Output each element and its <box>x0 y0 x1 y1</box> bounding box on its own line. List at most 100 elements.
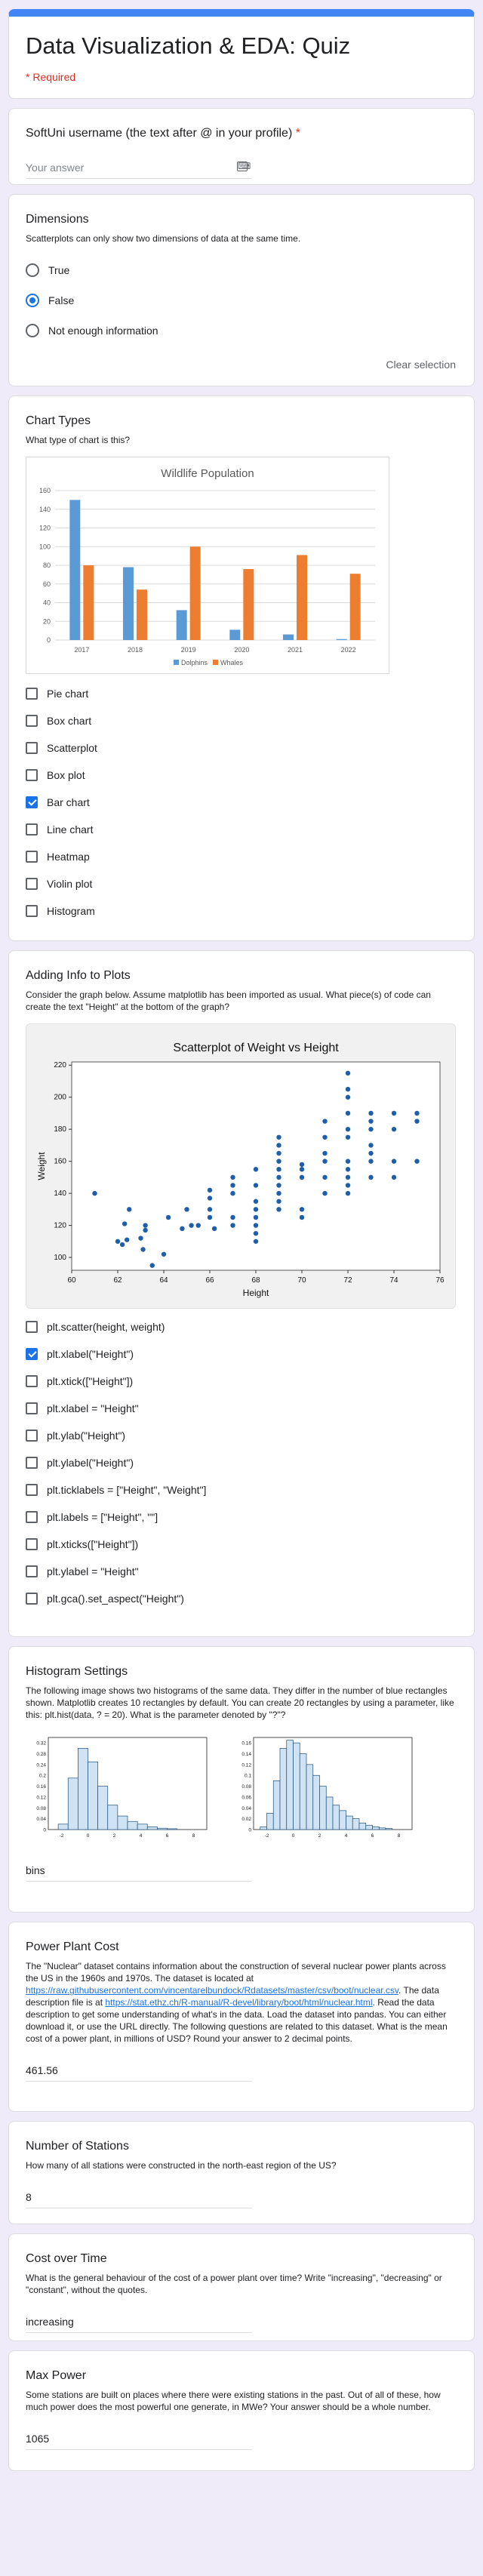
data-point <box>299 1214 305 1220</box>
question-number-of-stations: Number of Stations How many of all stati… <box>8 2121 475 2224</box>
checkbox-option[interactable]: plt.scatter(height, weight) <box>26 1313 457 1340</box>
checkbox-option[interactable]: Box plot <box>26 762 457 789</box>
data-point <box>180 1226 185 1231</box>
y-tick-label: 0.2 <box>39 1774 46 1779</box>
option-label: Histogram <box>47 905 95 917</box>
checkbox[interactable] <box>26 1565 38 1577</box>
radio-button[interactable] <box>26 263 39 277</box>
checkbox-option[interactable]: plt.labels = ["Height", ""] <box>26 1503 457 1531</box>
checkbox[interactable] <box>26 1375 38 1387</box>
keyboard-icon[interactable]: ⌨ <box>237 161 251 171</box>
checkbox[interactable] <box>26 823 38 836</box>
radio-option[interactable]: False <box>26 285 457 315</box>
x-tick-label: 4 <box>140 1833 143 1839</box>
checkbox-option[interactable]: Violin plot <box>26 870 457 897</box>
checkbox-option[interactable]: plt.xlabel = "Height" <box>26 1395 457 1422</box>
data-point <box>92 1190 97 1196</box>
radio-button[interactable] <box>26 324 39 337</box>
checkbox-checked[interactable] <box>26 796 38 808</box>
y-tick-label: 180 <box>54 1125 66 1134</box>
question-title: Max Power <box>26 2369 87 2382</box>
question-title: Power Plant Cost <box>26 1940 119 1953</box>
answer-input[interactable]: 1065 <box>26 2427 252 2450</box>
histogram-bar <box>372 1827 380 1830</box>
clear-selection-button[interactable]: Clear selection <box>386 359 456 371</box>
checkbox[interactable] <box>26 1321 38 1333</box>
checkbox[interactable] <box>26 1511 38 1523</box>
checkbox[interactable] <box>26 1593 38 1605</box>
x-tick-label: -2 <box>265 1833 269 1839</box>
checkbox-option[interactable]: Box chart <box>26 707 457 734</box>
histogram-bar <box>299 1753 307 1830</box>
data-point <box>211 1226 217 1231</box>
histogram-bar <box>88 1761 98 1830</box>
data-point <box>230 1174 235 1180</box>
question-description: What type of chart is this? <box>26 435 131 445</box>
dataset-link[interactable]: https://raw.githubusercontent.com/vincen… <box>26 1985 399 1996</box>
radio-option[interactable]: Not enough information <box>26 315 457 346</box>
option-label: True <box>48 264 70 276</box>
y-tick-label: 140 <box>54 1190 66 1198</box>
data-point <box>253 1207 259 1212</box>
radio-selected[interactable] <box>26 294 39 307</box>
checkbox-checked[interactable] <box>26 1348 38 1360</box>
checkbox-option[interactable]: Histogram <box>26 897 457 925</box>
data-point <box>165 1214 171 1220</box>
checkbox[interactable] <box>26 769 38 781</box>
username-input[interactable]: Your answer ⌨ <box>26 155 252 179</box>
checkbox-option[interactable]: plt.xtick(["Height"]) <box>26 1368 457 1395</box>
radio-option[interactable]: True <box>26 255 457 285</box>
checkbox-option[interactable]: Heatmap <box>26 843 457 870</box>
answer-input[interactable]: 461.56 <box>26 2058 252 2082</box>
data-point <box>368 1119 374 1124</box>
data-point <box>143 1223 148 1228</box>
answer-input[interactable]: bins <box>26 1858 252 1882</box>
checkbox-option[interactable]: Scatterplot <box>26 734 457 762</box>
checkbox[interactable] <box>26 878 38 890</box>
x-tick-label: 2022 <box>341 646 356 654</box>
checkbox[interactable] <box>26 742 38 754</box>
checkbox-option[interactable]: plt.xlabel("Height") <box>26 1340 457 1368</box>
data-point <box>253 1199 259 1204</box>
checkbox-option[interactable]: Line chart <box>26 816 457 843</box>
checkbox-option[interactable]: Bar chart <box>26 789 457 816</box>
checkbox[interactable] <box>26 1402 38 1414</box>
answer-input[interactable]: increasing <box>26 2310 252 2333</box>
histogram-bar <box>146 1827 158 1830</box>
question-title: Dimensions <box>26 213 89 226</box>
description-text: . The data description file is at <box>26 1985 439 2008</box>
checkbox[interactable] <box>26 851 38 863</box>
checkbox-option[interactable]: plt.xticks(["Height"]) <box>26 1531 457 1558</box>
y-tick-label: 140 <box>39 506 51 513</box>
checkbox-option[interactable]: plt.ylabel = "Height" <box>26 1558 457 1585</box>
description-link[interactable]: https://stat.ethz.ch/R-manual/R-devel/li… <box>105 1997 373 2008</box>
question-description: The "Nuclear" dataset contains informati… <box>26 1960 457 2045</box>
checkbox-option[interactable]: plt.ylabel("Height") <box>26 1449 457 1476</box>
question-description: What is the general behaviour of the cos… <box>26 2273 442 2295</box>
checkbox-option[interactable]: plt.ylab("Height") <box>26 1422 457 1449</box>
bar-dolphins <box>283 634 294 640</box>
checkbox-option[interactable]: Pie chart <box>26 680 457 707</box>
x-tick-label: 6 <box>166 1833 169 1839</box>
checkbox[interactable] <box>26 715 38 727</box>
checkbox-option[interactable]: plt.gca().set_aspect("Height") <box>26 1585 457 1612</box>
data-point <box>276 1150 281 1156</box>
histogram-bar <box>272 1780 281 1830</box>
data-point <box>230 1223 235 1228</box>
checkbox[interactable] <box>26 1484 38 1496</box>
histogram-bar <box>339 1810 346 1830</box>
checkbox[interactable] <box>26 905 38 917</box>
wildlife-bar-chart: Wildlife Population 0 20 40 60 80 100 120 140 160… <box>39 467 375 666</box>
histogram-bar <box>378 1827 386 1830</box>
answer-input[interactable]: 8 <box>26 2185 252 2208</box>
option-label: Heatmap <box>47 851 90 863</box>
y-tick-label: 0.06 <box>242 1795 251 1800</box>
checkbox[interactable] <box>26 1430 38 1442</box>
question-adding-info: Adding Info to Plots Consider the graph … <box>8 950 475 1637</box>
data-point <box>230 1190 235 1196</box>
checkbox-option[interactable]: plt.ticklabels = ["Height", "Weight"] <box>26 1476 457 1503</box>
y-tick-label: 80 <box>43 562 51 569</box>
checkbox[interactable] <box>26 1538 38 1550</box>
checkbox[interactable] <box>26 688 38 700</box>
checkbox[interactable] <box>26 1457 38 1469</box>
